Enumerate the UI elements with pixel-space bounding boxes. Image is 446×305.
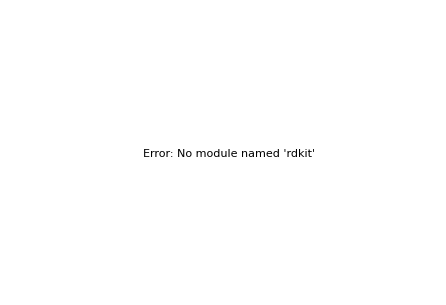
Text: Error: No module named 'rdkit': Error: No module named 'rdkit'	[143, 149, 314, 159]
